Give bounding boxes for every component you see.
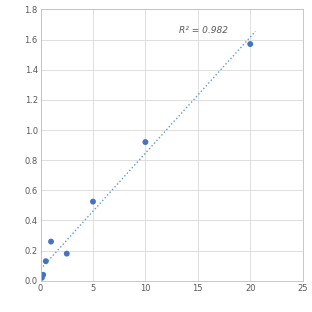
- Point: [49, 239, 54, 244]
- Point: [64, 251, 69, 256]
- Point: [39, 275, 44, 280]
- Point: [41, 272, 46, 277]
- Point: [248, 41, 253, 46]
- Point: [43, 259, 48, 264]
- Text: R² = 0.982: R² = 0.982: [179, 26, 228, 35]
- Point: [90, 199, 95, 204]
- Point: [143, 139, 148, 144]
